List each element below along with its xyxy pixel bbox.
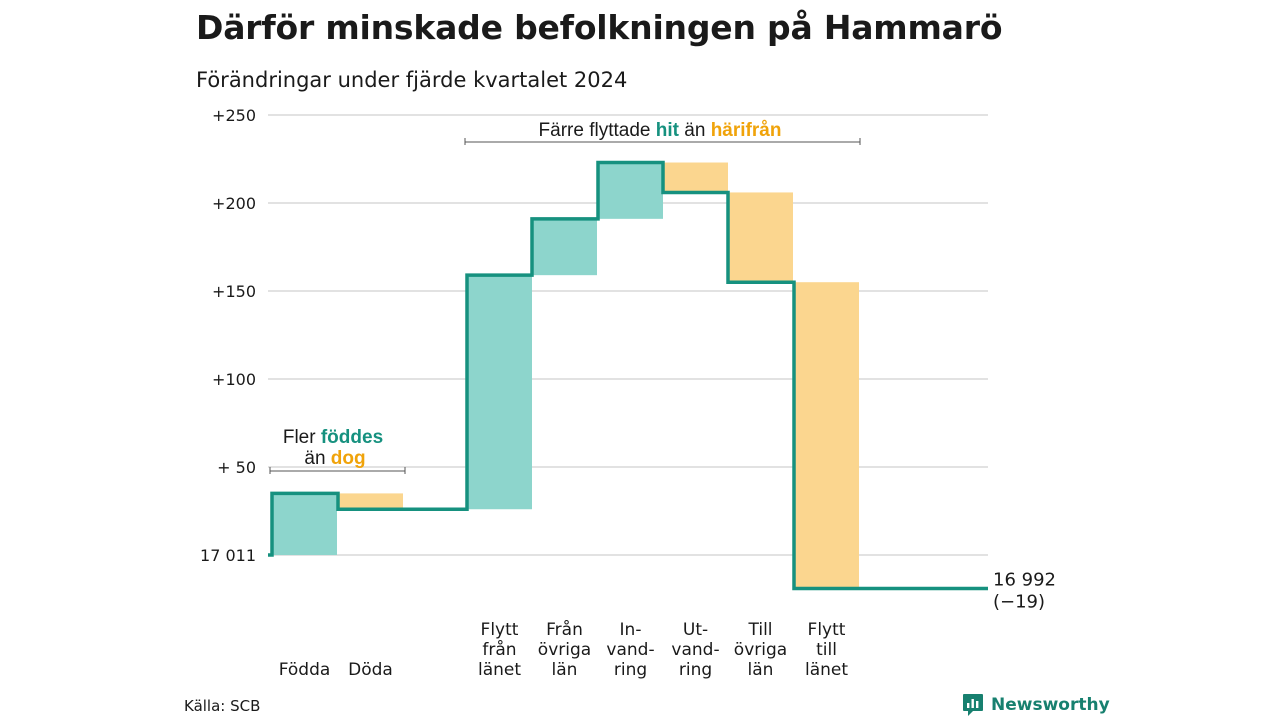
x-category-label: övriga (734, 640, 787, 660)
y-tick-label: +150 (212, 282, 256, 301)
bar-ut--vand--ring (663, 162, 728, 193)
x-category-label: Flytt (481, 620, 519, 640)
grid-lines (268, 114, 988, 556)
x-category-label: till (816, 640, 837, 660)
source-note: Källa: SCB (184, 697, 261, 715)
x-category-label: Döda (348, 660, 393, 680)
x-category-label: länet (478, 660, 521, 680)
x-category-label: ring (614, 660, 647, 680)
bars (272, 162, 859, 589)
bar-flytt-till-länet (794, 282, 859, 589)
x-category-label: från (482, 639, 516, 660)
bar-in--vand--ring (598, 162, 663, 219)
x-category-label: övriga (538, 640, 591, 660)
y-tick-label: +100 (212, 370, 256, 389)
x-category-label: Från (546, 619, 583, 640)
y-tick-label: + 50 (217, 458, 256, 477)
end-value-label: 16 992 (993, 569, 1056, 590)
bar-döda (338, 493, 403, 510)
bar-flytt-från-länet (467, 275, 532, 510)
annotation-migration: Färre flyttade hit än härifrån (539, 120, 782, 141)
bar-från-övriga-län (532, 218, 597, 276)
annotation-natural-line2: än dog (304, 448, 365, 469)
x-category-label: län (552, 660, 578, 680)
chart-title: Därför minskade befolkningen på Hammarö (196, 8, 1003, 47)
y-tick-label: +250 (212, 106, 256, 125)
x-category-label: ring (679, 660, 712, 680)
annotation-bracket (269, 467, 406, 474)
bar-födda (272, 493, 337, 555)
x-category-label: Ut- (683, 620, 708, 640)
y-tick-label: 17 011 (200, 546, 256, 565)
x-category-label: In- (620, 620, 642, 640)
x-category-label: vand- (671, 640, 719, 660)
brand-logo[interactable]: Newsworthy (962, 693, 1110, 717)
annotation-natural-line1: Fler föddes (283, 427, 383, 448)
x-category-label: länet (805, 660, 848, 680)
annotation-bracket (464, 138, 861, 145)
x-category-labels: Födda DödaFlyttfrånlänetFrånövrigalänIn-v… (279, 619, 849, 680)
waterfall-step-line (268, 160, 988, 591)
chart-subtitle: Förändringar under fjärde kvartalet 2024 (196, 68, 628, 92)
brand-name: Newsworthy (991, 695, 1110, 715)
end-change-label: (−19) (993, 591, 1045, 612)
x-category-label: vand- (606, 640, 654, 660)
x-category-label: Födda (279, 660, 331, 680)
x-category-label: Till (747, 620, 772, 640)
newsworthy-logo-icon (963, 694, 983, 716)
bar-till-övriga-län (728, 192, 793, 283)
y-tick-label: +200 (212, 194, 256, 213)
x-category-label: Flytt (808, 620, 846, 640)
x-category-label: län (748, 660, 774, 680)
